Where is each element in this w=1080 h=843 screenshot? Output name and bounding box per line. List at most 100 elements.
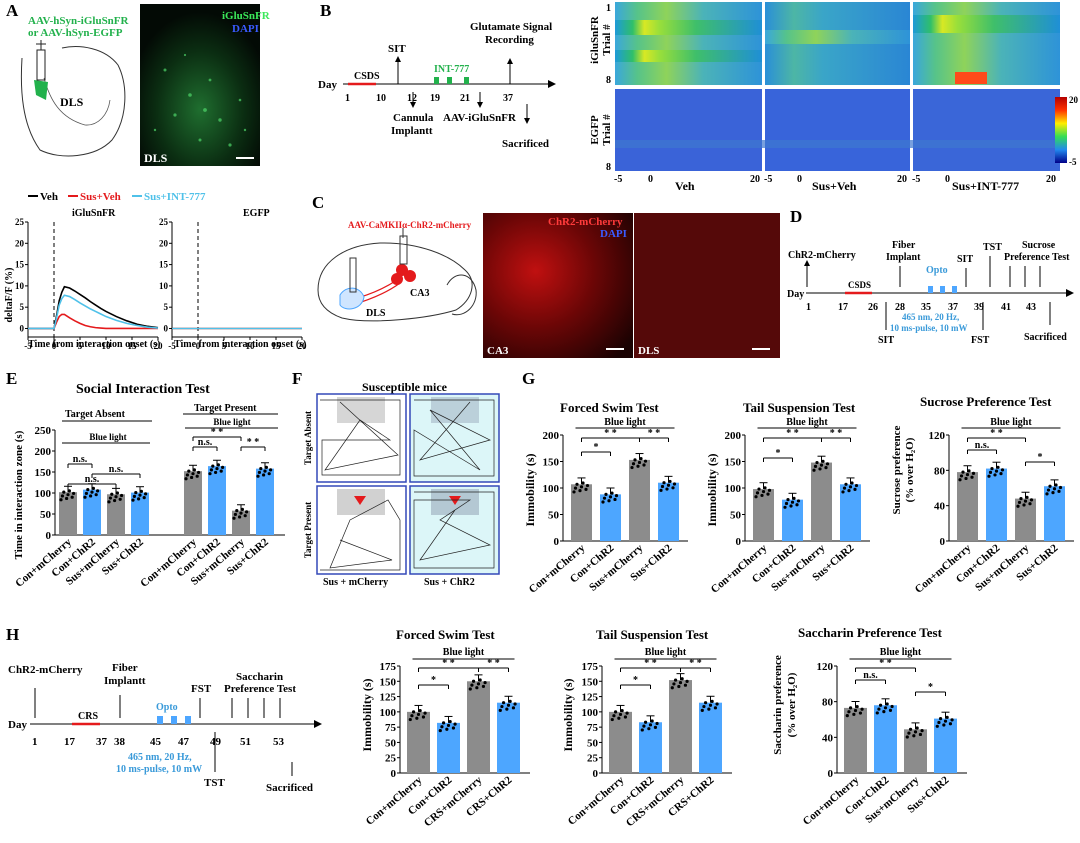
bar-sus-chr2 <box>1044 486 1065 541</box>
sig-label: * * <box>786 428 799 439</box>
data-point <box>715 702 719 706</box>
svg-text:-5: -5 <box>764 174 772 185</box>
heat-x-ticks: -5 0 20 -5 0 20 -5 0 20 <box>614 174 1056 185</box>
data-point <box>110 492 114 496</box>
data-point <box>421 715 426 719</box>
svg-text:Preference Test: Preference Test <box>1004 252 1070 263</box>
trace-ytick-label: 20 <box>15 238 25 248</box>
svg-text:20: 20 <box>1046 174 1056 185</box>
data-point <box>235 509 239 513</box>
data-point <box>138 493 142 497</box>
data-point <box>845 714 849 718</box>
trace-xtick-label: 5 <box>78 341 83 351</box>
bar-ytick-label: 150 <box>582 676 599 688</box>
bar-ytick-label: 100 <box>35 488 52 500</box>
data-point <box>761 490 766 494</box>
sit-ylabel: Time in interaction zone (s) <box>13 430 25 559</box>
timeline-d: ChR2-mCherry Fiber Implant Opto SIT TST … <box>787 240 1074 346</box>
data-point <box>191 472 195 476</box>
bar-con-mcherry <box>957 472 978 541</box>
cbar-min: -5 <box>1069 157 1077 167</box>
bar-ytick-label: 120 <box>817 661 834 673</box>
data-point <box>259 467 263 471</box>
data-point <box>852 712 856 716</box>
data-point <box>847 710 851 714</box>
data-point <box>584 487 588 491</box>
bar-ytick-label: 50 <box>587 737 599 749</box>
data-point <box>1052 487 1057 491</box>
data-point <box>471 679 476 683</box>
trace-legend: Veh Sus+Veh Sus+INT-777 <box>28 191 206 203</box>
bar-con-mcherry <box>753 489 774 541</box>
data-point <box>96 489 100 493</box>
data-point <box>877 707 881 711</box>
recording-label: Recording <box>485 34 534 46</box>
virus-label-2: or AAV-hSyn-EGFP <box>28 27 123 39</box>
bar-ytick-label: 175 <box>380 661 397 673</box>
brain-ca3: CA3 <box>410 288 429 299</box>
panel-letter-e: E <box>6 369 17 388</box>
data-point <box>943 719 948 723</box>
sacrificed-label: Sacrificed <box>502 138 549 150</box>
data-point <box>415 716 419 720</box>
panel-letter-a: A <box>6 1 19 20</box>
bar-crs-chr2 <box>497 702 520 773</box>
data-point <box>184 477 188 481</box>
data-point <box>755 491 760 495</box>
trace-ytick-label: 20 <box>159 238 169 248</box>
data-point <box>993 473 997 477</box>
data-point <box>784 501 789 506</box>
data-point <box>958 478 962 482</box>
data-point <box>623 715 628 719</box>
data-point <box>94 493 98 497</box>
trace-ytick-label: 15 <box>15 260 25 270</box>
bar-con-chr2 <box>208 466 226 535</box>
data-point <box>500 704 504 709</box>
data-point <box>965 473 970 477</box>
svg-text:38: 38 <box>114 736 126 748</box>
data-point <box>411 710 416 714</box>
img-dls-label: DLS <box>638 345 659 357</box>
g-tst-ylabel: Immobility (s) <box>705 454 719 527</box>
bar-con-mcherry <box>571 484 592 541</box>
data-point <box>1045 492 1049 496</box>
data-point <box>660 484 665 489</box>
bar-ytick-label: 250 <box>35 425 52 437</box>
bar-crs-mcherry <box>669 680 692 773</box>
trace-xtick-label: 5 <box>222 341 227 351</box>
data-point <box>680 677 684 681</box>
sig-label: n.s. <box>109 464 124 475</box>
data-point <box>842 486 847 490</box>
data-point <box>243 514 247 518</box>
svg-text:CRS: CRS <box>78 711 98 722</box>
bar-ytick-label: 40 <box>822 732 834 744</box>
data-point <box>647 727 651 731</box>
timeline-b: Day CSDS INT-777 SIT Glutamate Signal Re… <box>318 21 556 150</box>
data-point <box>942 723 946 727</box>
svg-text:41: 41 <box>1001 302 1011 313</box>
chr2-virus-label: AAV-CaMKIIα-ChR2-mCherry <box>348 220 472 230</box>
data-point <box>913 730 918 734</box>
bar-ytick-label: 50 <box>548 510 560 522</box>
data-point <box>483 680 487 685</box>
data-point <box>888 708 893 712</box>
data-point <box>572 490 576 494</box>
data-point <box>796 499 801 503</box>
h-fst-ylabel: Immobility (s) <box>360 679 374 752</box>
data-point <box>478 678 482 682</box>
data-point <box>1017 500 1022 505</box>
trace-xtick-label: 10 <box>246 341 256 351</box>
svg-text:TST: TST <box>204 777 225 789</box>
trace-veh <box>28 285 159 330</box>
bar-ytick-label: 150 <box>380 676 397 688</box>
svg-text:10 ms-pulse, 10 mW: 10 ms-pulse, 10 mW <box>116 764 202 775</box>
svg-text:SIT: SIT <box>878 335 894 346</box>
sit-title: Social Interaction Test <box>76 382 210 397</box>
heat-group-susint: Sus+INT-777 <box>952 179 1019 193</box>
tick-10: 10 <box>376 93 386 104</box>
ca3-micrograph <box>483 213 633 358</box>
data-point <box>438 728 442 733</box>
svg-text:53: 53 <box>273 736 285 748</box>
data-point <box>918 732 923 737</box>
sig-label: n.s. <box>975 440 990 451</box>
